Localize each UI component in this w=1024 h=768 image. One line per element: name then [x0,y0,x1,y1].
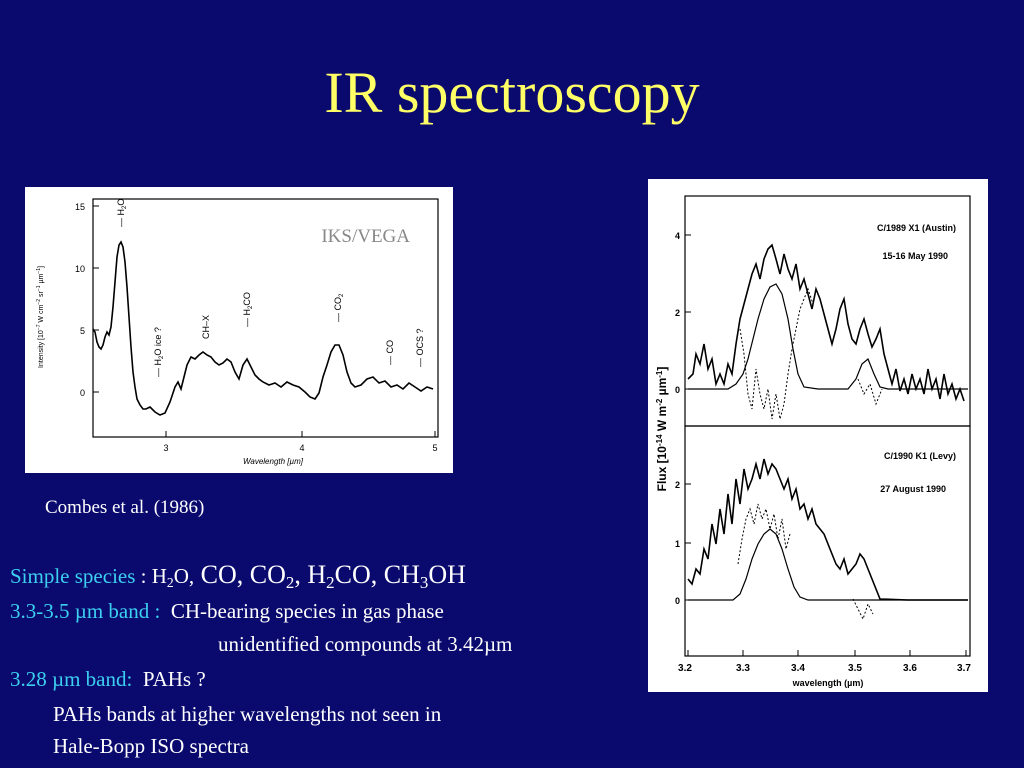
annotation-ch-x: CH–X [201,315,211,339]
spectrum-curve [92,240,434,416]
band-3-3-text: CH-bearing species in gas phase [170,599,444,623]
ytick-label: 2 [675,480,680,490]
ytick-label: 0 [675,596,680,606]
austin-residual-curve [739,287,814,420]
annotation-ocs: — OCS ? [415,328,425,367]
simple-species-line: Simple species : H2O, CO, CO2, H2CO, CH3… [10,560,466,593]
simple-species-label: Simple species [10,564,136,588]
band-3-28-text: PAHs ? [142,667,206,691]
xtick-label: 3.2 [678,663,692,674]
comet-spectra-plot: 3.2 3.3 3.4 3.5 3.6 3.7 wavelength (µm) … [655,195,971,688]
bottom-panel-title: C/1990 K1 (Levy) [884,451,956,461]
levy-model-curve [688,528,968,601]
annotation-h2o: — H2O [116,199,128,227]
levy-residual-curve [737,503,791,565]
xtick-label: 3 [163,443,168,453]
ytick-label: 15 [75,202,85,212]
plot-frame [92,198,439,438]
x-axis-label: wavelength (µm) [792,678,864,688]
top-panel-date: 15-16 May 1990 [882,251,948,261]
levy-spectrum-curve [687,458,968,601]
band-3-3-label: 3.3-3.5 µm band : [10,599,161,623]
unidentified-compounds-line: unidentified compounds at 3.42µm [218,632,513,656]
comet-spectra-figure: 3.2 3.3 3.4 3.5 3.6 3.7 wavelength (µm) … [648,179,988,692]
species-annotations: — H2O — H2O ice ? CH–X — H2CO — CO2 — CO… [116,199,425,377]
pahs-note-line-1: PAHs bands at higher wavelengths not see… [53,702,442,726]
iks-vega-spectrum-plot: 0 5 10 15 3 4 5 Wavelength [µm] Intensit… [36,198,439,466]
iks-vega-spectrum-figure: 0 5 10 15 3 4 5 Wavelength [µm] Intensit… [25,187,453,473]
ytick-label: 0 [80,388,85,398]
ytick-label: 10 [75,264,85,274]
ytick-label: 4 [675,231,680,241]
figure-caption: Combes et al. (1986) [45,497,205,518]
xtick-label: 3.7 [957,663,971,674]
ytick-label: 1 [675,539,680,549]
xtick-label: 3.4 [791,663,805,674]
y-axis-label: Flux [10-14 W m-2 µm-1] [655,367,669,492]
austin-spectrum-curve [687,243,965,402]
iks-vega-label: IKS/VEGA [321,226,410,247]
xtick-label: 3.5 [848,663,862,674]
band-3-28-line: 3.28 µm band: PAHs ? [10,667,206,692]
annotation-h2o-ice: — H2O ice ? [153,327,165,377]
top-panel-title: C/1989 X1 (Austin) [877,223,956,233]
slide-title: IR spectroscopy [324,60,700,125]
band-3-28-label: 3.28 µm band: [10,667,133,691]
annotation-co2: — CO2 [333,293,345,322]
band-3-3-line: 3.3-3.5 µm band : CH-bearing species in … [10,599,444,624]
pahs-note-line-2: Hale-Bopp ISO spectra [53,734,249,758]
xtick-label: 3.3 [736,663,750,674]
annotation-co: — CO [385,340,395,365]
annotation-h2co: — H2CO [242,292,254,327]
levy-residual-tail [852,598,874,621]
ytick-label: 0 [675,385,680,395]
y-axis-label: Intensity [10−7 W cm−2 sr−1 µm−1] [36,266,45,368]
ytick-label: 5 [80,326,85,336]
x-axis-label: Wavelength [µm] [243,457,304,466]
xtick-label: 4 [299,443,304,453]
xtick-label: 5 [432,443,437,453]
xtick-label: 3.6 [903,663,917,674]
bottom-panel-frame [684,425,971,657]
bottom-panel-date: 27 August 1990 [880,484,946,494]
austin-model-curve [688,283,968,390]
ytick-label: 2 [675,308,680,318]
